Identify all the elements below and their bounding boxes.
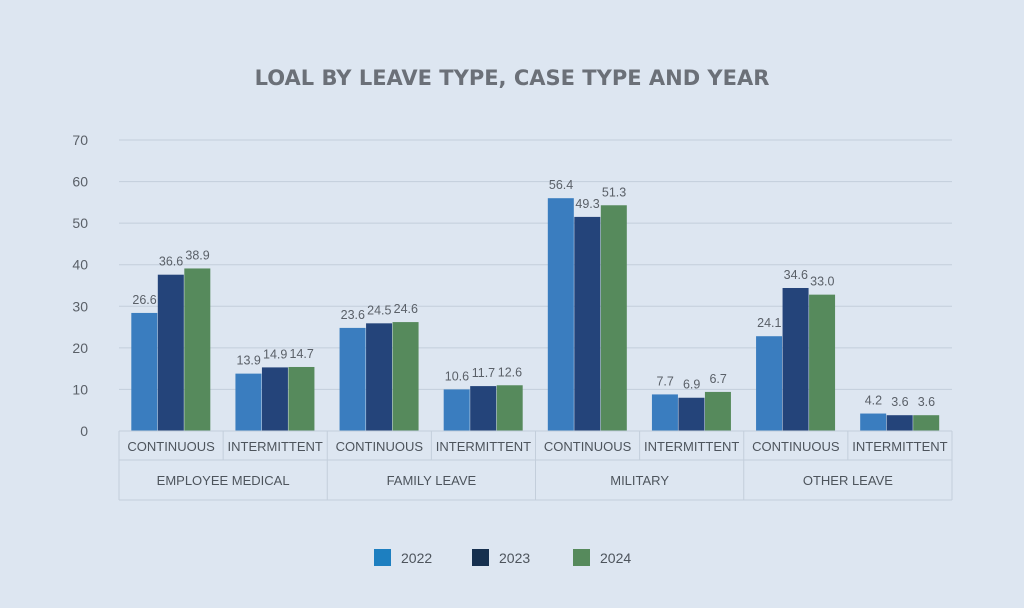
y-tick-label: 30 xyxy=(72,298,88,314)
y-tick-label: 10 xyxy=(72,381,88,397)
legend-swatch-2023 xyxy=(472,549,489,566)
category-axis: CONTINUOUS INTERMITTENT CONTINUOUS INTERMIT… xyxy=(118,430,953,501)
group-label: OTHER LEAVE xyxy=(803,473,893,488)
legend-label-2022: 2022 xyxy=(401,550,432,566)
bar-2022-3 xyxy=(339,327,366,431)
legend-swatch-2024 xyxy=(573,549,590,566)
bar-2022-8 xyxy=(860,413,887,431)
group-label: MILITARY xyxy=(610,473,669,488)
group-label: FAMILY LEAVE xyxy=(387,473,477,488)
data-label-2023: 49.3 xyxy=(575,197,599,211)
bar-2022-7 xyxy=(756,336,783,431)
data-labels: 26.6 13.9 23.6 10.6 56.4 7.7 24.1 4.2 36.6 14.9 24… xyxy=(132,178,935,409)
bar-2023-8 xyxy=(886,415,913,431)
bar-2022-4 xyxy=(443,389,470,431)
bar-2023-1 xyxy=(157,274,184,431)
data-label-2023: 24.5 xyxy=(367,303,391,317)
legend-label-2024: 2024 xyxy=(600,550,631,566)
data-label-2023: 14.9 xyxy=(263,347,287,361)
bar-2024-1 xyxy=(184,268,211,431)
bar-2024-8 xyxy=(913,415,940,431)
bar-2023-6 xyxy=(678,397,705,431)
category-label: CONTINUOUS xyxy=(752,439,840,454)
legend-swatch-2022 xyxy=(374,549,391,566)
category-label: CONTINUOUS xyxy=(127,439,215,454)
data-label-2024: 6.7 xyxy=(709,372,726,386)
bars xyxy=(131,198,940,431)
data-label-2023: 6.9 xyxy=(683,378,700,392)
bar-2024-3 xyxy=(392,322,419,431)
y-tick-label: 20 xyxy=(72,340,88,356)
bar-2024-4 xyxy=(496,385,523,431)
data-label-2024: 33.0 xyxy=(810,275,834,289)
category-label: CONTINUOUS xyxy=(544,439,632,454)
gridlines: 0 10 20 30 40 50 60 70 xyxy=(72,132,952,439)
chart-title: LOAL BY LEAVE TYPE, CASE TYPE AND YEAR xyxy=(255,66,770,90)
category-label: INTERMITTENT xyxy=(852,439,947,454)
bar-2024-5 xyxy=(600,205,627,431)
y-tick-label: 0 xyxy=(80,423,88,439)
data-label-2023: 11.7 xyxy=(472,366,495,380)
category-label: INTERMITTENT xyxy=(644,439,739,454)
y-tick-label: 70 xyxy=(72,132,88,148)
bar-2022-1 xyxy=(131,312,158,431)
bar-2022-5 xyxy=(547,198,574,431)
data-label-2024: 38.9 xyxy=(185,248,209,262)
bar-2024-7 xyxy=(809,294,836,431)
data-label-2023: 36.6 xyxy=(159,255,183,269)
bar-2023-4 xyxy=(470,386,497,431)
data-label-2024: 51.3 xyxy=(602,185,626,199)
data-label-2024: 12.6 xyxy=(498,365,522,379)
bar-2023-5 xyxy=(574,216,601,431)
data-label-2022: 7.7 xyxy=(656,374,673,388)
data-label-2023: 3.6 xyxy=(891,395,908,409)
legend: 2022 2023 2024 xyxy=(374,549,631,566)
y-tick-label: 40 xyxy=(72,257,88,273)
data-label-2022: 24.1 xyxy=(757,316,781,330)
category-label: INTERMITTENT xyxy=(228,439,323,454)
data-label-2023: 34.6 xyxy=(784,268,808,282)
data-label-2022: 4.2 xyxy=(865,394,882,408)
data-label-2024: 24.6 xyxy=(394,302,418,316)
bar-2022-2 xyxy=(235,373,262,431)
y-tick-label: 50 xyxy=(72,215,88,231)
data-label-2022: 26.6 xyxy=(132,293,156,307)
data-label-2024: 3.6 xyxy=(918,395,935,409)
data-label-2024: 14.7 xyxy=(290,347,314,361)
category-label: CONTINUOUS xyxy=(336,439,424,454)
data-label-2022: 13.9 xyxy=(237,354,261,368)
data-label-2022: 23.6 xyxy=(341,308,365,322)
bar-2022-6 xyxy=(651,394,678,431)
bar-2023-3 xyxy=(366,323,393,431)
category-label: INTERMITTENT xyxy=(436,439,531,454)
data-label-2022: 56.4 xyxy=(549,178,573,192)
group-label: EMPLOYEE MEDICAL xyxy=(157,473,290,488)
data-label-2022: 10.6 xyxy=(445,369,469,383)
bar-2024-6 xyxy=(704,391,731,431)
y-tick-label: 60 xyxy=(72,174,88,190)
bar-2023-7 xyxy=(782,287,809,431)
bar-2023-2 xyxy=(261,367,288,431)
legend-label-2023: 2023 xyxy=(499,550,530,566)
bar-2024-2 xyxy=(288,366,315,431)
